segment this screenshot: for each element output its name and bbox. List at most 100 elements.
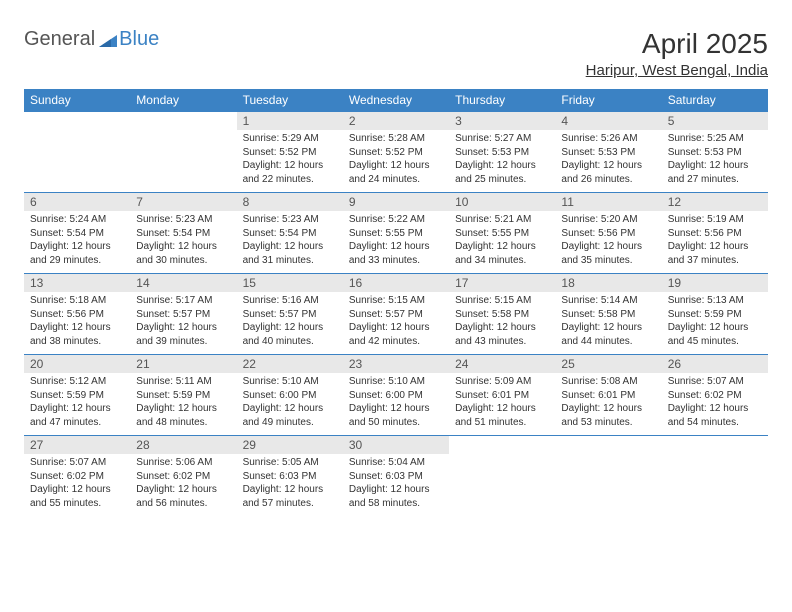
daylight-line: Daylight: 12 hours and 27 minutes. (668, 159, 762, 186)
sunset-line: Sunset: 5:58 PM (561, 308, 655, 322)
day-number: 14 (130, 274, 236, 292)
day-number: 16 (343, 274, 449, 292)
day-number: 29 (237, 436, 343, 454)
day-cell: 17Sunrise: 5:15 AMSunset: 5:58 PMDayligh… (449, 274, 555, 355)
sunset-line: Sunset: 5:57 PM (349, 308, 443, 322)
header: General Blue April 2025 Haripur, West Be… (24, 28, 768, 79)
day-details: Sunrise: 5:20 AMSunset: 5:56 PMDaylight:… (555, 211, 661, 273)
daylight-line: Daylight: 12 hours and 42 minutes. (349, 321, 443, 348)
day-cell: 15Sunrise: 5:16 AMSunset: 5:57 PMDayligh… (237, 274, 343, 355)
sunrise-line: Sunrise: 5:11 AM (136, 375, 230, 389)
sunrise-line: Sunrise: 5:17 AM (136, 294, 230, 308)
day-cell: 13Sunrise: 5:18 AMSunset: 5:56 PMDayligh… (24, 274, 130, 355)
day-details: Sunrise: 5:19 AMSunset: 5:56 PMDaylight:… (662, 211, 768, 273)
week-row: 1 Sunrise: 5:29 AMSunset: 5:52 PM Daylight… (24, 112, 768, 193)
calendar-table: SundayMondayTuesdayWednesdayThursdayFrid… (24, 89, 768, 516)
day-cell: 4Sunrise: 5:26 AMSunset: 5:53 PMDaylight… (555, 112, 661, 193)
day-number: 9 (343, 193, 449, 211)
daylight-line: Daylight: 12 hours and 25 minutes. (455, 159, 549, 186)
sunset-line: Sunset: 5:57 PM (136, 308, 230, 322)
daylight-line: Daylight: 12 hours and 24 minutes. (349, 159, 443, 186)
sunrise-line: Sunrise: 5:26 AM (561, 132, 655, 146)
daylight-line: Daylight: 12 hours and 57 minutes. (243, 483, 337, 510)
day-details: Sunrise: 5:13 AMSunset: 5:59 PMDaylight:… (662, 292, 768, 354)
day-number: 25 (555, 355, 661, 373)
day-cell: 20Sunrise: 5:12 AMSunset: 5:59 PMDayligh… (24, 355, 130, 436)
sunrise-line: Sunrise: 5:10 AM (349, 375, 443, 389)
sunset-line: Sunset: 6:00 PM (243, 389, 337, 403)
day-details: Sunrise: 5:15 AMSunset: 5:57 PMDaylight:… (343, 292, 449, 354)
daylight-line: Daylight: 12 hours and 45 minutes. (668, 321, 762, 348)
day-number: 2 (343, 112, 449, 130)
logo-text-blue: Blue (119, 28, 159, 51)
sunset-line: Sunset: 5:55 PM (455, 227, 549, 241)
daylight-line: Daylight: 12 hours and 53 minutes. (561, 402, 655, 429)
day-details: Sunrise: 5:07 AMSunset: 6:02 PMDaylight:… (24, 454, 130, 516)
sunrise-line: Sunrise: 5:09 AM (455, 375, 549, 389)
daylight-line: Daylight: 12 hours and 40 minutes. (243, 321, 337, 348)
empty-day (130, 112, 236, 130)
day-cell: 10Sunrise: 5:21 AMSunset: 5:55 PMDayligh… (449, 193, 555, 274)
day-number: 5 (662, 112, 768, 130)
day-cell: 26Sunrise: 5:07 AMSunset: 6:02 PMDayligh… (662, 355, 768, 436)
sunrise-line: Sunrise: 5:10 AM (243, 375, 337, 389)
day-details: Sunrise: 5:26 AMSunset: 5:53 PMDaylight:… (555, 130, 661, 192)
sunrise-line: Sunrise: 5:07 AM (668, 375, 762, 389)
sunrise-line: Sunrise: 5:25 AM (668, 132, 762, 146)
sunrise-line: Sunrise: 5:22 AM (349, 213, 443, 227)
day-cell: 3Sunrise: 5:27 AMSunset: 5:53 PMDaylight… (449, 112, 555, 193)
day-details: Sunrise: 5:18 AMSunset: 5:56 PMDaylight:… (24, 292, 130, 354)
sunrise-line: Sunrise: 5:07 AM (30, 456, 124, 470)
day-number: 21 (130, 355, 236, 373)
sunrise-line: Sunrise: 5:08 AM (561, 375, 655, 389)
day-details: Sunrise: 5:08 AMSunset: 6:01 PMDaylight:… (555, 373, 661, 435)
day-number: 13 (24, 274, 130, 292)
location: Haripur, West Bengal, India (586, 62, 768, 79)
day-cell: 25Sunrise: 5:08 AMSunset: 6:01 PMDayligh… (555, 355, 661, 436)
day-number: 26 (662, 355, 768, 373)
sunrise-line: Sunrise: 5:16 AM (243, 294, 337, 308)
day-cell: 5 Sunrise: 5:25 AMSunset: 5:53 PMDaylight… (662, 112, 768, 193)
sunrise-line: Sunrise: 5:29 AM (243, 132, 337, 146)
sunrise-line: Sunrise: 5:21 AM (455, 213, 549, 227)
sunset-line: Sunset: 5:58 PM (455, 308, 549, 322)
day-number: 17 (449, 274, 555, 292)
daylight-line: Daylight: 12 hours and 33 minutes. (349, 240, 443, 267)
day-cell: 21Sunrise: 5:11 AMSunset: 5:59 PMDayligh… (130, 355, 236, 436)
day-cell: 18Sunrise: 5:14 AMSunset: 5:58 PMDayligh… (555, 274, 661, 355)
day-details: Sunrise: 5:05 AMSunset: 6:03 PMDaylight:… (237, 454, 343, 516)
day-details: Sunrise: 5:16 AMSunset: 5:57 PMDaylight:… (237, 292, 343, 354)
day-details: Sunrise: 5:15 AMSunset: 5:58 PMDaylight:… (449, 292, 555, 354)
sunset-line: Sunset: 5:56 PM (668, 227, 762, 241)
day-header: Sunday (24, 89, 130, 112)
sunset-line: Sunset: 5:54 PM (243, 227, 337, 241)
daylight-line: Daylight: 12 hours and 47 minutes. (30, 402, 124, 429)
day-header: Tuesday (237, 89, 343, 112)
day-cell (449, 436, 555, 517)
logo-triangle-icon (99, 33, 117, 47)
sunset-line: Sunset: 5:57 PM (243, 308, 337, 322)
day-details: Sunrise: 5:12 AMSunset: 5:59 PMDaylight:… (24, 373, 130, 435)
day-details: Sunrise: 5:17 AMSunset: 5:57 PMDaylight:… (130, 292, 236, 354)
sunrise-line: Sunrise: 5:24 AM (30, 213, 124, 227)
sunrise-line: Sunrise: 5:23 AM (136, 213, 230, 227)
empty-day (449, 436, 555, 454)
day-details: Sunrise: 5:11 AMSunset: 5:59 PMDaylight:… (130, 373, 236, 435)
sunset-line: Sunset: 5:53 PM (668, 146, 762, 160)
day-details: Sunrise: 5:24 AMSunset: 5:54 PMDaylight:… (24, 211, 130, 273)
sunrise-line: Sunrise: 5:15 AM (455, 294, 549, 308)
sunset-line: Sunset: 5:53 PM (455, 146, 549, 160)
day-number: 1 (237, 112, 343, 130)
logo-text-general: General (24, 28, 95, 51)
day-details: Sunrise: 5:07 AMSunset: 6:02 PMDaylight:… (662, 373, 768, 435)
day-number: 28 (130, 436, 236, 454)
daylight-line: Daylight: 12 hours and 31 minutes. (243, 240, 337, 267)
sunrise-line: Sunrise: 5:04 AM (349, 456, 443, 470)
day-number: 12 (662, 193, 768, 211)
day-number: 23 (343, 355, 449, 373)
day-number: 15 (237, 274, 343, 292)
day-header: Friday (555, 89, 661, 112)
sunset-line: Sunset: 5:52 PM (243, 146, 337, 160)
empty-day (24, 112, 130, 130)
sunset-line: Sunset: 6:01 PM (455, 389, 549, 403)
